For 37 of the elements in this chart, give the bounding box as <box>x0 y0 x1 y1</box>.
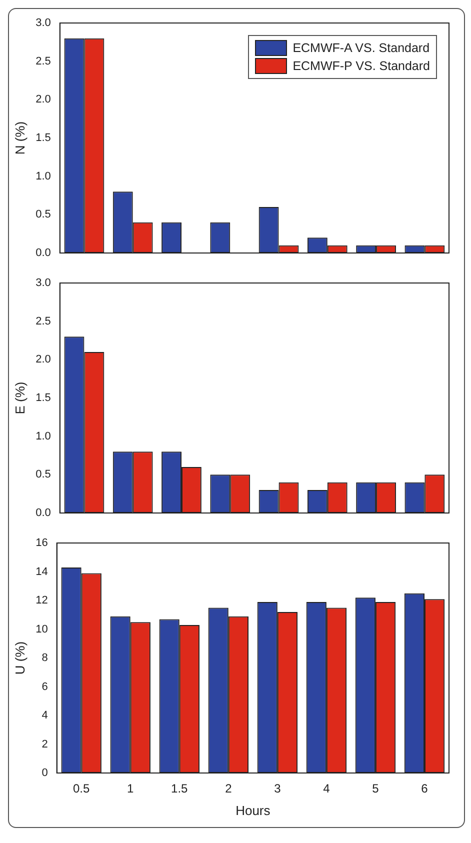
y-tick-label: 4 <box>42 710 48 722</box>
x-tick-label: 5 <box>372 782 380 796</box>
y-tick-label: 0.0 <box>36 247 51 260</box>
legend-label: ECMWF-P VS. Standard <box>292 58 430 75</box>
y-tick-label: 1.5 <box>36 132 51 144</box>
y-tick-label: 16 <box>36 537 48 550</box>
y-tick-label: 1.0 <box>36 170 51 182</box>
x-tick-label: 0.5 <box>73 782 90 796</box>
y-axis-title: E (%) <box>12 382 28 414</box>
y-tick-label: 0.5 <box>36 208 51 221</box>
legend-label: ECMWF-A VS. Standard <box>292 40 430 57</box>
y-tick-label: 1.5 <box>36 392 51 404</box>
y-tick-label: 8 <box>42 652 48 664</box>
x-tick-label: 2 <box>225 782 232 796</box>
y-tick-label: 6 <box>42 680 48 693</box>
x-tick-label: 1 <box>127 782 134 796</box>
x-tick-label: 1.5 <box>171 782 188 796</box>
x-tick-label: 6 <box>421 782 428 796</box>
y-axis-title: U (%) <box>12 641 28 675</box>
x-tick-label: 3 <box>274 782 282 796</box>
y-tick-label: 2.0 <box>36 354 51 366</box>
y-tick-label: 14 <box>36 566 48 578</box>
y-tick-label: 2.5 <box>36 55 51 68</box>
y-tick-label: 10 <box>36 623 48 636</box>
y-tick-label: 0.5 <box>36 468 51 481</box>
y-tick-label: 3.0 <box>36 17 51 30</box>
y-tick-label: 2 <box>42 738 48 750</box>
y-tick-label: 12 <box>36 594 48 607</box>
y-tick-label: 0 <box>42 767 48 780</box>
x-tick-label: 4 <box>323 782 330 796</box>
y-tick-label: 1.0 <box>36 430 51 442</box>
y-tick-label: 2.0 <box>36 94 51 106</box>
y-tick-label: 2.5 <box>36 315 51 328</box>
y-axis-title: N (%) <box>12 121 28 155</box>
x-axis-title: Hours <box>236 802 271 818</box>
y-tick-label: 3.0 <box>36 277 51 290</box>
y-tick-label: 0.0 <box>36 507 51 520</box>
